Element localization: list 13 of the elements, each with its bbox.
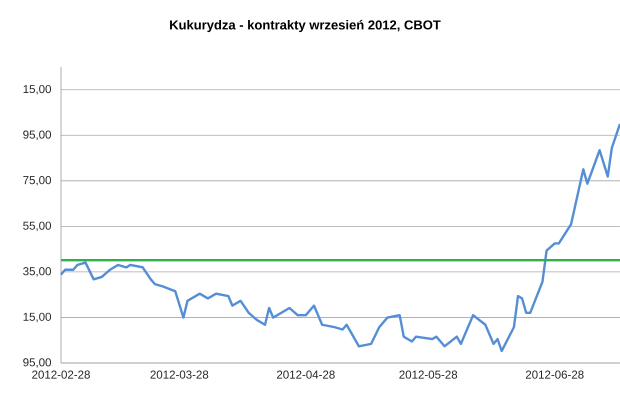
text: 55,00	[23, 222, 52, 232]
text: 95,00	[23, 358, 52, 368]
text: 15,00	[24, 84, 52, 94]
x-tick-label: 2012-03-28	[150, 370, 208, 379]
x-tick-label: 2012-06-28	[526, 370, 584, 379]
chart-title: Kukurydza - kontrakty wrzesień 2012, CBOT	[170, 20, 441, 32]
x-tick-label: 2012-02-28	[32, 370, 90, 379]
text: 35,00	[23, 267, 52, 277]
x-tick-label: 2012-04-28	[276, 370, 335, 379]
text: 75,00	[23, 176, 52, 186]
text: 95,00	[23, 130, 52, 140]
x-tick-label: 2012-05-28	[399, 370, 458, 379]
text: 15,00	[24, 312, 52, 322]
